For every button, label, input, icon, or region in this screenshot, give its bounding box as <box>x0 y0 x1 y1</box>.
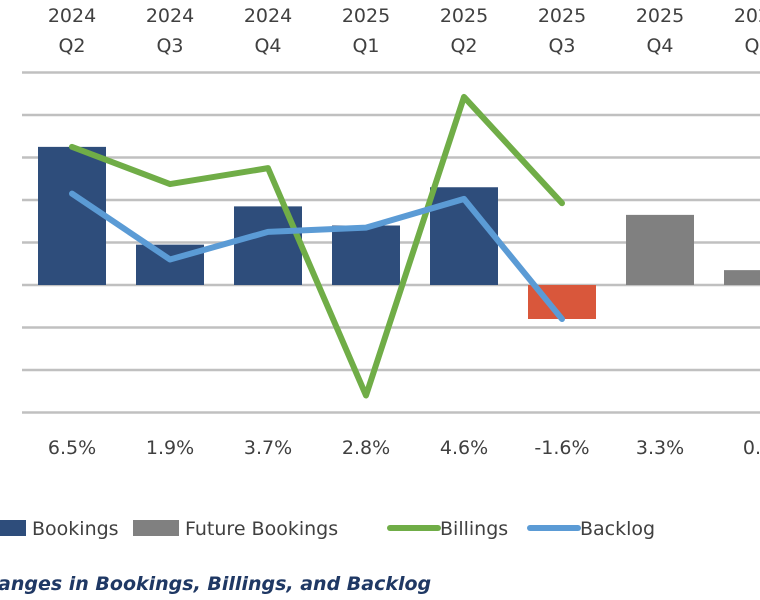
x-tick-year: 2025 <box>342 5 390 27</box>
bar-bookings <box>332 225 400 285</box>
data-label: -1.6% <box>534 437 589 459</box>
line-billings <box>69 93 565 399</box>
x-tick-quarter: Q3 <box>548 35 575 57</box>
x-tick-quarter: Q3 <box>156 35 183 57</box>
x-tick-year: 2025 <box>636 5 684 27</box>
x-tick-quarter: Q2 <box>58 35 85 57</box>
x-tick-year: 2024 <box>48 5 96 27</box>
data-label: 6.5% <box>48 437 96 459</box>
legend-label: Bookings <box>32 518 119 540</box>
x-tick-quarter: Q1 <box>352 35 379 57</box>
data-label: 0.7 <box>743 437 760 459</box>
data-label: 3.3% <box>636 437 684 459</box>
bar-bookings <box>38 146 106 285</box>
x-tick-year: 2024 <box>244 5 292 27</box>
x-tick-year: 2026 <box>734 5 760 27</box>
x-tick-year: 2024 <box>146 5 194 27</box>
x-tick-year: 2025 <box>440 5 488 27</box>
bar-future-bookings <box>724 270 760 285</box>
data-label: 2.8% <box>342 437 390 459</box>
legend-label: Future Bookings <box>185 518 338 540</box>
bar-future-bookings <box>626 214 694 285</box>
x-tick-quarter: Q1 <box>744 35 760 57</box>
data-label: 4.6% <box>440 437 488 459</box>
legend-label: Billings <box>440 518 508 540</box>
chart-caption: anges in Bookings, Billings, and Backlog <box>0 573 431 595</box>
x-tick-quarter: Q4 <box>646 35 673 57</box>
x-tick-quarter: Q4 <box>254 35 281 57</box>
data-label: 1.9% <box>146 437 194 459</box>
legend-swatch <box>133 520 179 536</box>
x-tick-quarter: Q2 <box>450 35 477 57</box>
legend-swatch <box>0 520 26 536</box>
data-label: 3.7% <box>244 437 292 459</box>
legend-label: Backlog <box>580 518 655 540</box>
line-backlog <box>69 190 565 322</box>
x-tick-year: 2025 <box>538 5 586 27</box>
